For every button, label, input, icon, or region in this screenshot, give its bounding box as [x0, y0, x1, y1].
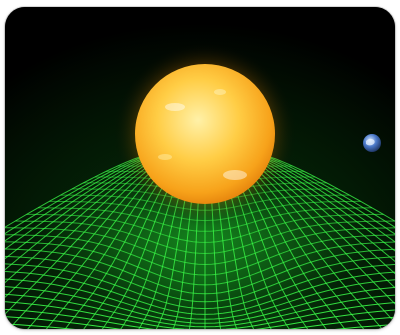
- grid-line: [5, 156, 154, 260]
- grid-line: [5, 156, 151, 250]
- grid-line: [259, 156, 395, 243]
- grid-line: [253, 156, 395, 263]
- spacetime-photo: [5, 7, 395, 329]
- sun: [135, 64, 275, 204]
- grid-line: [263, 156, 395, 235]
- grid-line: [5, 156, 141, 228]
- grid-line: [5, 156, 157, 271]
- earth-clouds: [366, 138, 375, 146]
- sun-surface-texture: [158, 89, 247, 180]
- spacetime-illustration: [5, 7, 395, 329]
- grid-line: [5, 156, 144, 235]
- grid-line: [5, 156, 147, 242]
- grid-line: [266, 156, 395, 228]
- grid-line: [256, 156, 395, 252]
- grid-line: [269, 156, 395, 222]
